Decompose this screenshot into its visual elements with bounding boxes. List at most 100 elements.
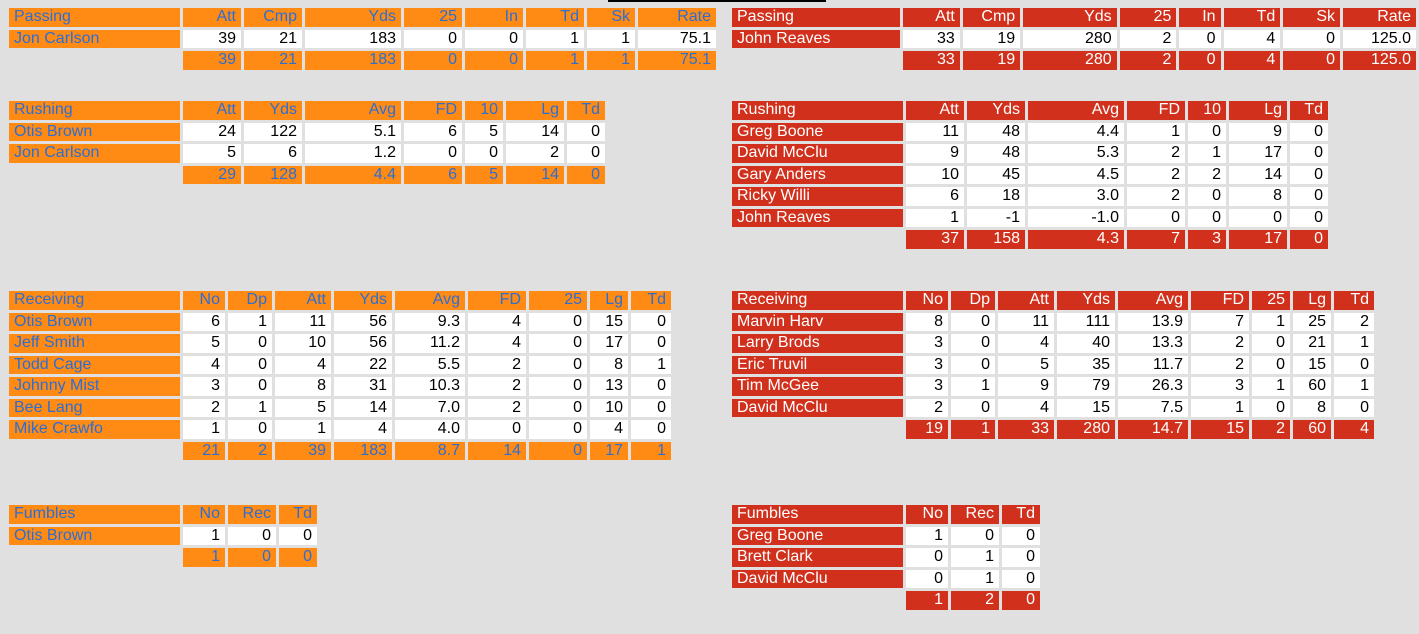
table-row: Eric Truvil 3 0 5 35 11.7 2 0 15 0 [732,355,1374,374]
stat-value: 2 [1191,334,1249,353]
totals-spacer [9,51,180,70]
stat-value: 0 [1188,122,1226,141]
stat-value: 0 [567,144,605,163]
column-header: No [183,505,225,524]
stat-value: 9 [1229,122,1287,141]
totals-spacer [732,591,903,610]
stat-value: 26.3 [1118,377,1188,396]
stat-value: 0 [631,312,671,331]
section-title: Fumbles [9,505,180,524]
total-value: 6 [404,165,462,184]
header-row: Rushing Att Yds Avg FD 10 Lg Td [9,101,605,120]
column-header: Yds [1023,8,1117,27]
stat-value: 33 [903,29,960,48]
stat-value: 8 [906,312,948,331]
table-row: Johnny Mist 3 0 8 31 10.3 2 0 13 0 [9,377,671,396]
stat-value: 11 [906,122,964,141]
stat-value: 45 [967,165,1025,184]
stat-value: 2 [1119,29,1177,48]
table-row: Larry Brods 3 0 4 40 13.3 2 0 21 1 [732,334,1374,353]
stat-value: 1 [183,420,225,439]
stat-value: 9.3 [395,312,465,331]
stat-value: 0 [1179,29,1221,48]
stat-value: 0 [529,420,587,439]
column-header: Yds [1057,291,1115,310]
column-header: FD [404,101,462,120]
stat-value: 1 [906,208,964,227]
column-header: Td [279,505,317,524]
stat-value: 7 [1191,312,1249,331]
player-name: Larry Brods [732,334,903,353]
stat-value: 0 [468,420,526,439]
player-name: Otis Brown [9,312,180,331]
stat-value: 48 [967,144,1025,163]
column-header: 25 [529,291,587,310]
stat-value: 0 [951,312,995,331]
stat-value: 17 [1229,144,1287,163]
player-name: Greg Boone [732,122,903,141]
player-name: David McClu [732,144,903,163]
table-row: Otis Brown 6 1 11 56 9.3 4 0 15 0 [9,312,671,331]
stat-value: 0 [1252,398,1290,417]
column-header: Td [567,101,605,120]
stat-value: 1 [1127,122,1185,141]
total-value: 2 [1119,51,1177,70]
total-value: 19 [906,420,948,439]
away-rushing-table: Rushing Att Yds Avg FD 10 Lg Td Greg Boone 11 48 4.… [729,98,1331,252]
stat-value: 4.4 [1028,122,1124,141]
stat-value: 0 [1188,208,1226,227]
total-value: 5 [465,165,503,184]
stat-value: 4 [468,334,526,353]
stat-value: 111 [1057,312,1115,331]
column-header: Avg [395,291,465,310]
stat-value: 0 [631,420,671,439]
stat-value: 0 [228,377,272,396]
stat-value: 14 [506,122,564,141]
stat-value: 0 [529,398,587,417]
stat-value: 13.3 [1118,334,1188,353]
stat-value: 6 [244,144,302,163]
total-value: 8.7 [395,441,465,460]
stat-value: 7.5 [1118,398,1188,417]
total-value: 1 [906,591,948,610]
column-header: Yds [244,101,302,120]
total-value: 15 [1191,420,1249,439]
table-row: Greg Boone 11 48 4.4 1 0 9 0 [732,122,1328,141]
header-row: Receiving No Dp Att Yds Avg FD 25 Lg Td [732,291,1374,310]
stat-value: 4 [590,420,628,439]
stat-value: 0 [1290,187,1328,206]
stat-value: 0 [951,398,995,417]
stat-value: 14 [1229,165,1287,184]
stat-value: 0 [1334,398,1374,417]
player-name: Todd Cage [9,355,180,374]
column-header: Lg [506,101,564,120]
column-header: In [465,8,523,27]
header-row: Passing Att Cmp Yds 25 In Td Sk Rate [732,8,1416,27]
player-name: Mike Crawfo [9,420,180,439]
total-value: 14.7 [1118,420,1188,439]
stat-value: 4 [334,420,392,439]
stat-value: 122 [244,122,302,141]
column-header: FD [468,291,526,310]
player-name: Greg Boone [732,526,903,545]
column-header: Att [998,291,1054,310]
column-header: Att [183,8,241,27]
stat-value: 1 [1191,398,1249,417]
totals-row: 33 19 280 2 0 4 0 125.0 [732,51,1416,70]
stat-value: 5.3 [1028,144,1124,163]
stat-value: 5 [183,334,225,353]
total-value: 14 [468,441,526,460]
table-row: Todd Cage 4 0 4 22 5.5 2 0 8 1 [9,355,671,374]
stat-value: 35 [1057,355,1115,374]
away-passing-table: Passing Att Cmp Yds 25 In Td Sk Rate John Reaves 3… [729,5,1419,73]
total-value: 7 [1127,230,1185,249]
section-title: Fumbles [732,505,903,524]
column-header: Avg [305,101,401,120]
stat-value: 0 [1002,548,1040,567]
stat-value: 31 [334,377,392,396]
stat-value: -1.0 [1028,208,1124,227]
table-row: John Reaves 33 19 280 2 0 4 0 125.0 [732,29,1416,48]
stat-value: 2 [468,377,526,396]
total-value: 0 [529,441,587,460]
total-value: 1 [183,548,225,567]
